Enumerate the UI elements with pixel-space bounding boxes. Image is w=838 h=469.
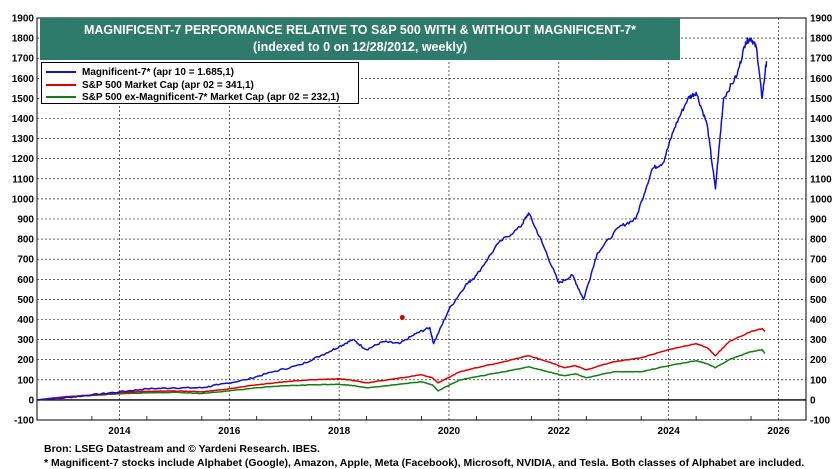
y-tick-label-right: 500	[810, 295, 827, 306]
legend-label-sp500-ex: S&P 500 ex-Magnificent-7* Market Cap (ap…	[82, 91, 340, 103]
legend-item-magnificent-7: Magnificent-7* (apr 10 = 1.685,1)	[46, 66, 234, 78]
grid	[37, 17, 806, 421]
y-tick-label-right: 1900	[810, 14, 833, 25]
y-tick-label-right: 0	[810, 395, 816, 406]
y-tick-label-right: 1600	[810, 74, 833, 85]
x-axis: 2014 2016 2018 2020 2022 2024 2026	[36, 416, 807, 437]
y-tick-label-left: 500	[17, 295, 34, 306]
chart-title: MAGNIFICENT-7 PERFORMANCE RELATIVE TO S&…	[83, 23, 637, 37]
y-tick-label-left: -100	[14, 416, 34, 427]
chart-subtitle: (indexed to 0 on 12/28/2012, weekly)	[253, 40, 467, 54]
legend-item-sp500: S&P 500 Market Cap (apr 02 = 341,1)	[46, 79, 254, 91]
y-tick-label-left: 700	[17, 255, 34, 266]
y-tick-label-right: 800	[810, 235, 827, 246]
y-tick-label-left: 600	[17, 275, 34, 286]
y-tick-label-left: 100	[17, 375, 34, 386]
legend-label-magnificent-7: Magnificent-7* (apr 10 = 1.685,1)	[82, 66, 235, 78]
y-tick-label-right: 1500	[810, 94, 833, 105]
x-tick-label: 2018	[328, 426, 351, 437]
y-tick-label-right: 400	[810, 315, 827, 326]
chart-title-box: MAGNIFICENT-7 PERFORMANCE RELATIVE TO S&…	[40, 18, 680, 60]
y-tick-label-right: 600	[810, 275, 827, 286]
legend-label-sp500: S&P 500 Market Cap (apr 02 = 341,1)	[82, 79, 254, 91]
y-tick-label-left: 900	[17, 215, 34, 226]
y-tick-label-right: 300	[810, 335, 827, 346]
footnote: * Magnificent-7 stocks include Alphabet …	[44, 457, 805, 469]
x-tick-label: 2026	[767, 426, 790, 437]
x-tick-label: 2024	[658, 426, 681, 437]
x-tick-label: 2020	[438, 426, 461, 437]
legend: Magnificent-7* (apr 10 = 1.685,1) S&P 50…	[41, 62, 359, 104]
y-tick-label-right: 700	[810, 255, 827, 266]
y-tick-label-left: 1600	[12, 74, 35, 85]
y-tick-label-right: 900	[810, 215, 827, 226]
y-tick-label-left: 300	[17, 335, 34, 346]
series-line-sp500	[37, 327, 766, 401]
series-layer	[36, 37, 768, 401]
legend-swatch-red	[46, 84, 76, 86]
y-tick-label-left: 1300	[12, 134, 35, 145]
legend-swatch-blue	[46, 71, 76, 73]
y-tick-label-right: 1800	[810, 34, 833, 45]
y-tick-label-left: 1500	[12, 94, 35, 105]
y-tick-label-left: 1100	[12, 174, 34, 185]
x-tick-label: 2016	[218, 426, 241, 437]
y-axis-right: -100 0 100 200 300 400 500 600 700 800 900 1000 1100…	[810, 14, 833, 427]
x-tick-label: 2014	[108, 426, 131, 437]
series-line-sp500-ex	[36, 348, 766, 401]
y-tick-label-left: 0	[28, 395, 34, 406]
y-tick-label-right: 1400	[810, 114, 833, 125]
y-tick-label-right: 1100	[810, 174, 832, 185]
y-tick-label-left: 1200	[12, 154, 35, 165]
y-tick-label-right: 1700	[810, 54, 833, 65]
y-tick-label-left: 1800	[12, 34, 35, 45]
y-tick-label-left: 200	[17, 355, 34, 366]
y-axis-left: -100 0 100 200 300 400 500 600 700 800 900 1000 1100…	[12, 14, 35, 427]
y-tick-label-left: 1700	[12, 54, 35, 65]
y-tick-label-right: 100	[810, 375, 827, 386]
x-tick-label: 2022	[548, 426, 571, 437]
y-tick-label-left: 1000	[12, 194, 35, 205]
y-tick-label-left: 1400	[12, 114, 35, 125]
y-tick-label-right: -100	[810, 416, 830, 427]
y-tick-label-left: 800	[17, 235, 34, 246]
y-tick-label-left: 1900	[12, 14, 35, 25]
y-tick-label-right: 200	[810, 355, 827, 366]
y-tick-label-right: 1200	[810, 154, 833, 165]
y-tick-label-left: 400	[17, 315, 34, 326]
source-note: Bron: LSEG Datastream and © Yardeni Rese…	[44, 443, 320, 455]
legend-item-sp500-ex: S&P 500 ex-Magnificent-7* Market Cap (ap…	[46, 91, 339, 103]
y-tick-label-right: 1000	[810, 194, 833, 205]
legend-swatch-green	[46, 96, 76, 98]
series-line-magnificent-7	[36, 37, 768, 401]
annotation-point	[399, 314, 405, 320]
y-tick-label-right: 1300	[810, 134, 833, 145]
